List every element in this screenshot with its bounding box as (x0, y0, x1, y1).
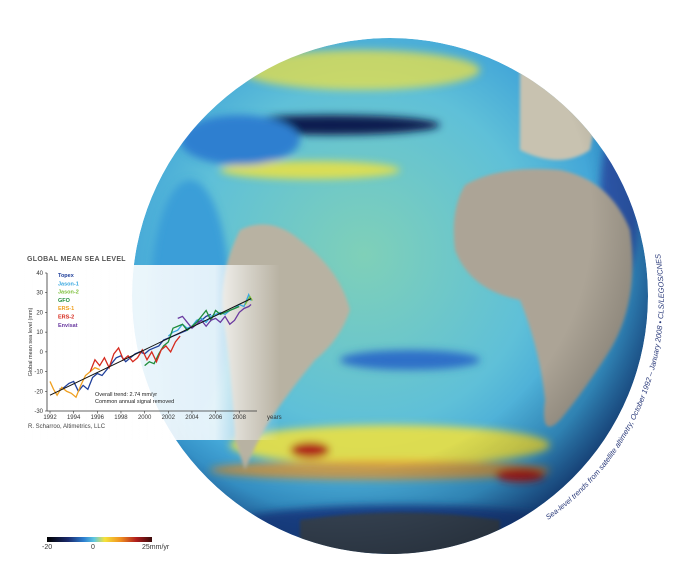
legend-entry: Envisat (58, 323, 78, 329)
legend-entry: ERS-2 (58, 315, 74, 321)
x-tick-label: 1992 (43, 415, 57, 421)
x-tick-label: 2002 (162, 415, 176, 421)
x-tick-label: 1998 (114, 415, 128, 421)
legend-entry: Jason-1 (58, 281, 79, 287)
legend-entry: Jason-2 (58, 290, 79, 296)
chart-title: GLOBAL MEAN SEA LEVEL (27, 256, 126, 263)
chart-credit: R. Scharroo, Altimetrics, LLC (28, 424, 106, 430)
x-axis-label: years (267, 415, 282, 421)
x-tick-label: 2000 (138, 415, 152, 421)
y-tick-label: 30 (36, 291, 43, 297)
legend-entry: ERS-1 (58, 306, 74, 312)
y-tick-label: 0 (40, 350, 44, 356)
legend-entry: GFO (58, 298, 71, 304)
sea-level-chart: -30 -20 -10 0 10 20 30 40 1992 1994 1996 1998 2000 20… (28, 271, 282, 421)
y-axis-label: Global mean sea level (mm) (28, 307, 34, 376)
series-line-ers-2 (89, 335, 181, 372)
x-tick-label: 2004 (185, 415, 199, 421)
series-line-envisat (177, 304, 252, 330)
chart-annotation: Common annual signal removed (95, 399, 174, 405)
colorbar-min-label: -20 (42, 544, 53, 551)
x-tick-label: 2008 (233, 415, 247, 421)
series-line-jason-2 (244, 295, 253, 305)
colorbar-max-label: 25mm/yr (142, 544, 170, 551)
y-tick-label: -10 (34, 370, 43, 376)
x-tick-label: 1996 (91, 415, 105, 421)
trend-line (49, 298, 252, 396)
y-tick-label: 40 (36, 271, 43, 277)
chart-annotation: Overall trend: 2.74 mm/yr (95, 392, 157, 398)
y-tick-label: -20 (34, 389, 43, 395)
y-tick-label: 10 (36, 330, 43, 336)
x-tick-label: 2006 (209, 415, 223, 421)
legend-entry: Topex (58, 273, 75, 279)
colorbar-mid-label: 0 (91, 544, 95, 551)
y-tick-label: 20 (36, 310, 43, 316)
x-tick-label: 1994 (67, 415, 81, 421)
y-tick-label: -30 (34, 409, 43, 415)
colorbar (47, 537, 152, 542)
